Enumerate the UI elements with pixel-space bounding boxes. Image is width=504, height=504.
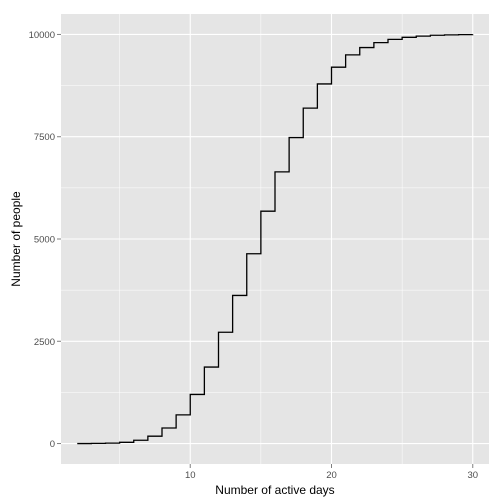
y-tick-label: 0 — [50, 439, 55, 450]
y-tick-label: 10000 — [29, 30, 55, 41]
cumulative-step-line — [77, 33, 474, 445]
x-axis-ticks: 10 20 30 — [185, 464, 478, 481]
x-tick-label: 20 — [326, 470, 337, 481]
major-gridlines — [61, 14, 489, 464]
x-axis-title: Number of active days — [215, 483, 334, 497]
y-axis-ticks: 0 2500 5000 7500 10000 — [29, 30, 61, 450]
x-tick-label: 30 — [467, 470, 478, 481]
x-tick-label: 10 — [185, 470, 196, 481]
y-tick-label: 7500 — [34, 132, 55, 143]
y-axis-title: Number of people — [9, 191, 23, 287]
y-tick-label: 2500 — [34, 337, 55, 348]
y-tick-label: 5000 — [34, 235, 55, 246]
